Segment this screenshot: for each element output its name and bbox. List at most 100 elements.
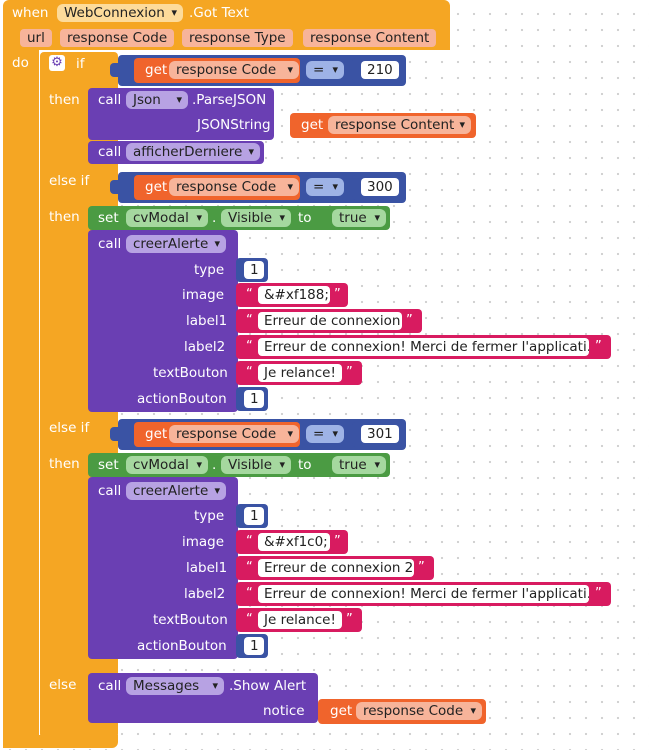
set-property-dropdown-1[interactable]: Visible — [221, 209, 291, 227]
else-label: else — [49, 677, 77, 693]
arg-label2-label-2: label2 — [184, 586, 226, 602]
arg-actionbouton-label-1: actionBouton — [137, 391, 227, 407]
set-label-1: set — [98, 210, 119, 226]
else-if-label-2: else if — [49, 420, 90, 436]
creer-alerte-block-1[interactable] — [88, 230, 238, 412]
show-alert-method-label: .Show Alert — [229, 678, 307, 694]
jsonstring-arg-label: JSONString — [197, 117, 271, 133]
param-response-content[interactable]: response Content — [303, 29, 437, 47]
to-label-1: to — [298, 210, 312, 226]
set-property-dropdown-2[interactable]: Visible — [221, 456, 291, 474]
call-label-json: call — [98, 92, 122, 108]
get-label-2: get — [145, 179, 168, 195]
then-label-2: then — [49, 209, 80, 225]
boolean-dropdown-2[interactable]: true — [332, 456, 386, 474]
boolean-dropdown-1[interactable]: true — [332, 209, 386, 227]
json-component-dropdown[interactable]: Json — [126, 91, 188, 109]
creer-alerte-block-2[interactable] — [88, 477, 238, 659]
quote-close: ” — [346, 365, 353, 380]
compare-block-2-plug — [110, 180, 118, 194]
var-dropdown-3[interactable]: response Code — [169, 425, 299, 443]
quote-open: “ — [246, 339, 253, 354]
quote-close: ” — [418, 560, 425, 575]
arg-label2-value-1[interactable]: Erreur de connexion! Merci de fermer l'a… — [258, 338, 589, 356]
arg-image-label-1: image — [182, 287, 225, 303]
arg-actionbouton-label-2: actionBouton — [137, 638, 227, 654]
arg-label2-value-2[interactable]: Erreur de connexion! Merci de fermer l'a… — [258, 585, 589, 603]
call-label-alerte-2: call — [98, 483, 122, 499]
to-label-2: to — [298, 457, 312, 473]
operator-dropdown-2[interactable]: = — [306, 178, 344, 196]
event-do-column — [3, 50, 39, 748]
quote-close: ” — [595, 339, 602, 354]
number-value-3[interactable]: 301 — [361, 425, 399, 443]
get-label-notice: get — [330, 703, 353, 719]
get-label-1: get — [145, 62, 168, 78]
arg-textbouton-value-1[interactable]: Je relance! — [258, 364, 342, 382]
notice-arg-label: notice — [263, 703, 305, 719]
alerte-proc-dropdown-2[interactable]: creerAlerte — [126, 482, 226, 500]
get-label-3: get — [145, 426, 168, 442]
afficher-proc-dropdown[interactable]: afficherDerniere — [126, 143, 260, 161]
else-if-label-1: else if — [49, 173, 90, 189]
then-label: then — [49, 92, 80, 108]
quote-open: “ — [246, 365, 253, 380]
quote-open: “ — [246, 534, 253, 549]
quote-open: “ — [246, 612, 253, 627]
event-component-dropdown[interactable]: WebConnexion — [57, 4, 183, 22]
quote-close: ” — [346, 612, 353, 627]
quote-close: ” — [334, 534, 341, 549]
arg-label1-label-1: label1 — [186, 313, 228, 329]
number-value-2[interactable]: 300 — [361, 178, 399, 196]
arg-image-value-1[interactable]: &#xf188; — [258, 286, 330, 304]
call-label-messages: call — [98, 678, 122, 694]
arg-label1-value-1[interactable]: Erreur de connexion — [258, 312, 402, 330]
var-dropdown-json[interactable]: response Content — [328, 116, 471, 134]
messages-component-dropdown[interactable]: Messages — [126, 677, 224, 695]
arg-actionbouton-value-2[interactable]: 1 — [244, 637, 264, 655]
set-label-2: set — [98, 457, 119, 473]
event-name: .Got Text — [189, 5, 249, 21]
operator-dropdown-3[interactable]: = — [306, 425, 344, 443]
quote-close: ” — [334, 287, 341, 302]
arg-textbouton-value-2[interactable]: Je relance! — [258, 611, 342, 629]
arg-image-label-2: image — [182, 534, 225, 550]
set-dot-1: . — [212, 210, 217, 226]
quote-close: ” — [406, 313, 413, 328]
number-value-1[interactable]: 210 — [361, 61, 399, 79]
alerte-proc-dropdown-1[interactable]: creerAlerte — [126, 235, 226, 253]
then-label-3: then — [49, 456, 80, 472]
quote-open: “ — [246, 313, 253, 328]
var-dropdown-1[interactable]: response Code — [169, 61, 299, 79]
arg-textbouton-label-2: textBouton — [153, 612, 228, 628]
param-url[interactable]: url — [20, 29, 52, 47]
set-component-dropdown-2[interactable]: cvModal — [126, 456, 208, 474]
if-label: if — [76, 56, 85, 72]
get-label-json: get — [301, 117, 324, 133]
arg-actionbouton-value-1[interactable]: 1 — [244, 390, 264, 408]
arg-label1-label-2: label1 — [186, 560, 228, 576]
set-dot-2: . — [212, 457, 217, 473]
compare-block-1-plug — [110, 63, 118, 77]
var-dropdown-notice[interactable]: response Code — [356, 702, 482, 720]
compare-block-3-plug — [110, 427, 118, 441]
arg-type-value-2[interactable]: 1 — [244, 507, 264, 525]
quote-open: “ — [246, 287, 253, 302]
gear-icon[interactable]: ⚙ — [49, 55, 65, 71]
set-component-dropdown-1[interactable]: cvModal — [126, 209, 208, 227]
arg-type-label-1: type — [194, 262, 225, 278]
param-response-code[interactable]: response Code — [60, 29, 175, 47]
arg-label1-value-2[interactable]: Erreur de connexion 2 — [258, 559, 414, 577]
call-label-alerte-1: call — [98, 236, 122, 252]
operator-dropdown-1[interactable]: = — [306, 61, 344, 79]
event-bottom — [3, 735, 118, 748]
when-label: when — [12, 5, 49, 21]
do-label: do — [12, 55, 29, 71]
var-dropdown-2[interactable]: response Code — [169, 178, 299, 196]
json-method-label: .ParseJSON — [192, 92, 267, 108]
param-response-type[interactable]: response Type — [182, 29, 293, 47]
quote-close: ” — [595, 586, 602, 601]
arg-type-value-1[interactable]: 1 — [244, 261, 264, 279]
arg-image-value-2[interactable]: &#xf1c0; — [258, 533, 330, 551]
quote-open: “ — [246, 560, 253, 575]
